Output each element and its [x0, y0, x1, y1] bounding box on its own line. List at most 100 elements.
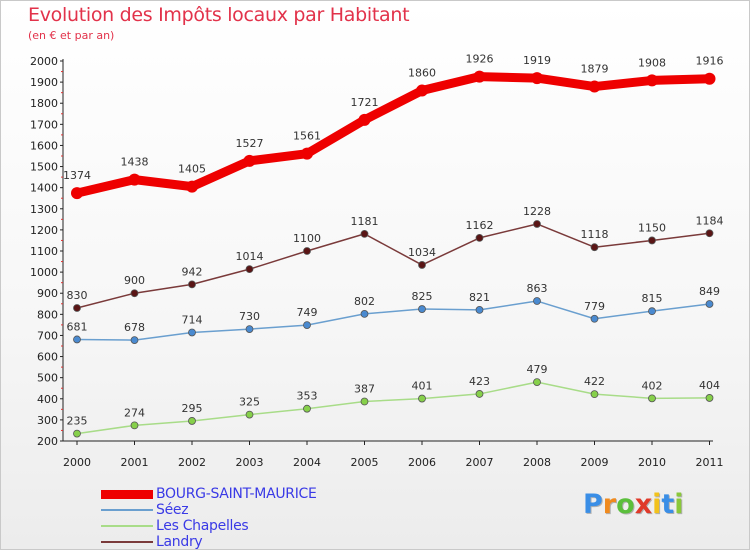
data-point — [245, 410, 254, 419]
data-label: 1438 — [121, 156, 149, 169]
logo-letter: i — [674, 489, 684, 520]
data-label: 387 — [354, 383, 375, 396]
data-label: 1908 — [638, 56, 666, 69]
x-tick-label: 2000 — [63, 456, 91, 469]
series-line-3 — [76, 223, 711, 309]
data-label: 830 — [67, 289, 88, 302]
data-label: 1860 — [408, 67, 436, 80]
y-tick-label: 600 — [37, 351, 58, 364]
data-point — [303, 247, 311, 255]
data-point — [703, 72, 716, 85]
data-label: 1926 — [466, 53, 494, 66]
data-label: 353 — [297, 390, 318, 403]
data-point — [360, 397, 369, 406]
data-point — [590, 390, 599, 399]
data-point — [73, 304, 81, 312]
x-tick-label: 2011 — [696, 456, 724, 469]
y-tick-label: 200 — [37, 435, 58, 448]
data-point — [73, 429, 81, 438]
data-point — [705, 229, 714, 238]
data-point — [188, 417, 196, 425]
data-point — [648, 236, 656, 245]
data-label: 325 — [239, 396, 260, 409]
data-label: 863 — [527, 282, 548, 295]
x-tick-label: 2003 — [236, 456, 264, 469]
data-label: 1014 — [236, 250, 264, 263]
data-point — [418, 261, 426, 269]
x-tick-label: 2010 — [638, 456, 666, 469]
data-point — [245, 265, 254, 274]
x-tick-label: 2001 — [121, 456, 149, 469]
data-label: 802 — [354, 295, 375, 308]
legend-swatch — [101, 509, 153, 511]
y-tick-label: 1000 — [30, 266, 58, 279]
logo-letter: r — [602, 489, 617, 520]
data-point — [475, 234, 484, 242]
data-label: 779 — [584, 300, 605, 313]
data-label: 479 — [527, 363, 548, 376]
data-label: 1721 — [351, 96, 379, 109]
data-label: 1916 — [696, 55, 724, 68]
data-point — [128, 173, 141, 186]
data-point — [303, 404, 311, 413]
data-label: 1150 — [638, 221, 666, 234]
logo-letter: i — [652, 489, 662, 520]
data-point — [533, 220, 541, 228]
data-label: 678 — [124, 321, 145, 334]
data-label: 404 — [699, 379, 720, 392]
data-label: 815 — [642, 292, 663, 305]
data-label: 1561 — [293, 130, 321, 143]
data-point — [73, 335, 81, 344]
data-point — [705, 300, 714, 308]
data-point — [533, 297, 541, 305]
data-label: 900 — [124, 274, 145, 287]
data-label: 423 — [469, 375, 490, 388]
data-point — [360, 310, 369, 318]
data-point — [243, 154, 256, 167]
legend-swatch — [101, 490, 153, 499]
data-label: 235 — [67, 415, 88, 428]
legend-swatch — [101, 541, 153, 543]
data-point — [303, 321, 311, 330]
data-label: 821 — [469, 291, 490, 304]
series-line-0 — [72, 72, 714, 198]
logo-letter: o — [616, 489, 635, 520]
y-tick-label: 1800 — [30, 97, 58, 110]
data-label: 1100 — [293, 232, 321, 245]
data-label: 295 — [182, 402, 203, 415]
y-tick-label: 1900 — [30, 76, 58, 89]
data-label: 730 — [239, 310, 260, 323]
y-tick-label: 700 — [37, 329, 58, 342]
data-label: 681 — [67, 320, 88, 333]
y-tick-label: 400 — [37, 393, 58, 406]
data-label: 402 — [642, 379, 663, 392]
x-tick-label: 2006 — [408, 456, 436, 469]
data-label: 749 — [297, 306, 318, 319]
data-point — [475, 305, 484, 314]
legend-swatch — [101, 525, 153, 527]
legend-label: Séez — [156, 502, 189, 518]
data-point — [358, 113, 371, 126]
y-tick-label: 900 — [37, 287, 58, 300]
data-label: 1228 — [523, 205, 551, 218]
legend-label: BOURG-SAINT-MAURICE — [156, 486, 317, 502]
x-tick-label: 2004 — [293, 456, 321, 469]
data-label: 849 — [699, 285, 720, 298]
logo-letter: P — [583, 489, 603, 520]
data-label: 714 — [182, 313, 203, 326]
data-point — [531, 72, 543, 85]
data-label: 1879 — [581, 63, 609, 76]
data-point — [590, 314, 599, 323]
y-tick-label: 1500 — [30, 161, 58, 174]
data-point — [71, 187, 83, 200]
data-point — [130, 336, 139, 344]
y-tick-label: 800 — [37, 308, 58, 321]
data-label: 1527 — [236, 137, 264, 150]
chart-subtitle: (en € et par an) — [28, 29, 115, 42]
data-point — [301, 147, 313, 160]
data-point — [473, 70, 486, 83]
data-label: 401 — [412, 380, 433, 393]
data-point — [188, 328, 196, 337]
data-point — [130, 289, 139, 298]
